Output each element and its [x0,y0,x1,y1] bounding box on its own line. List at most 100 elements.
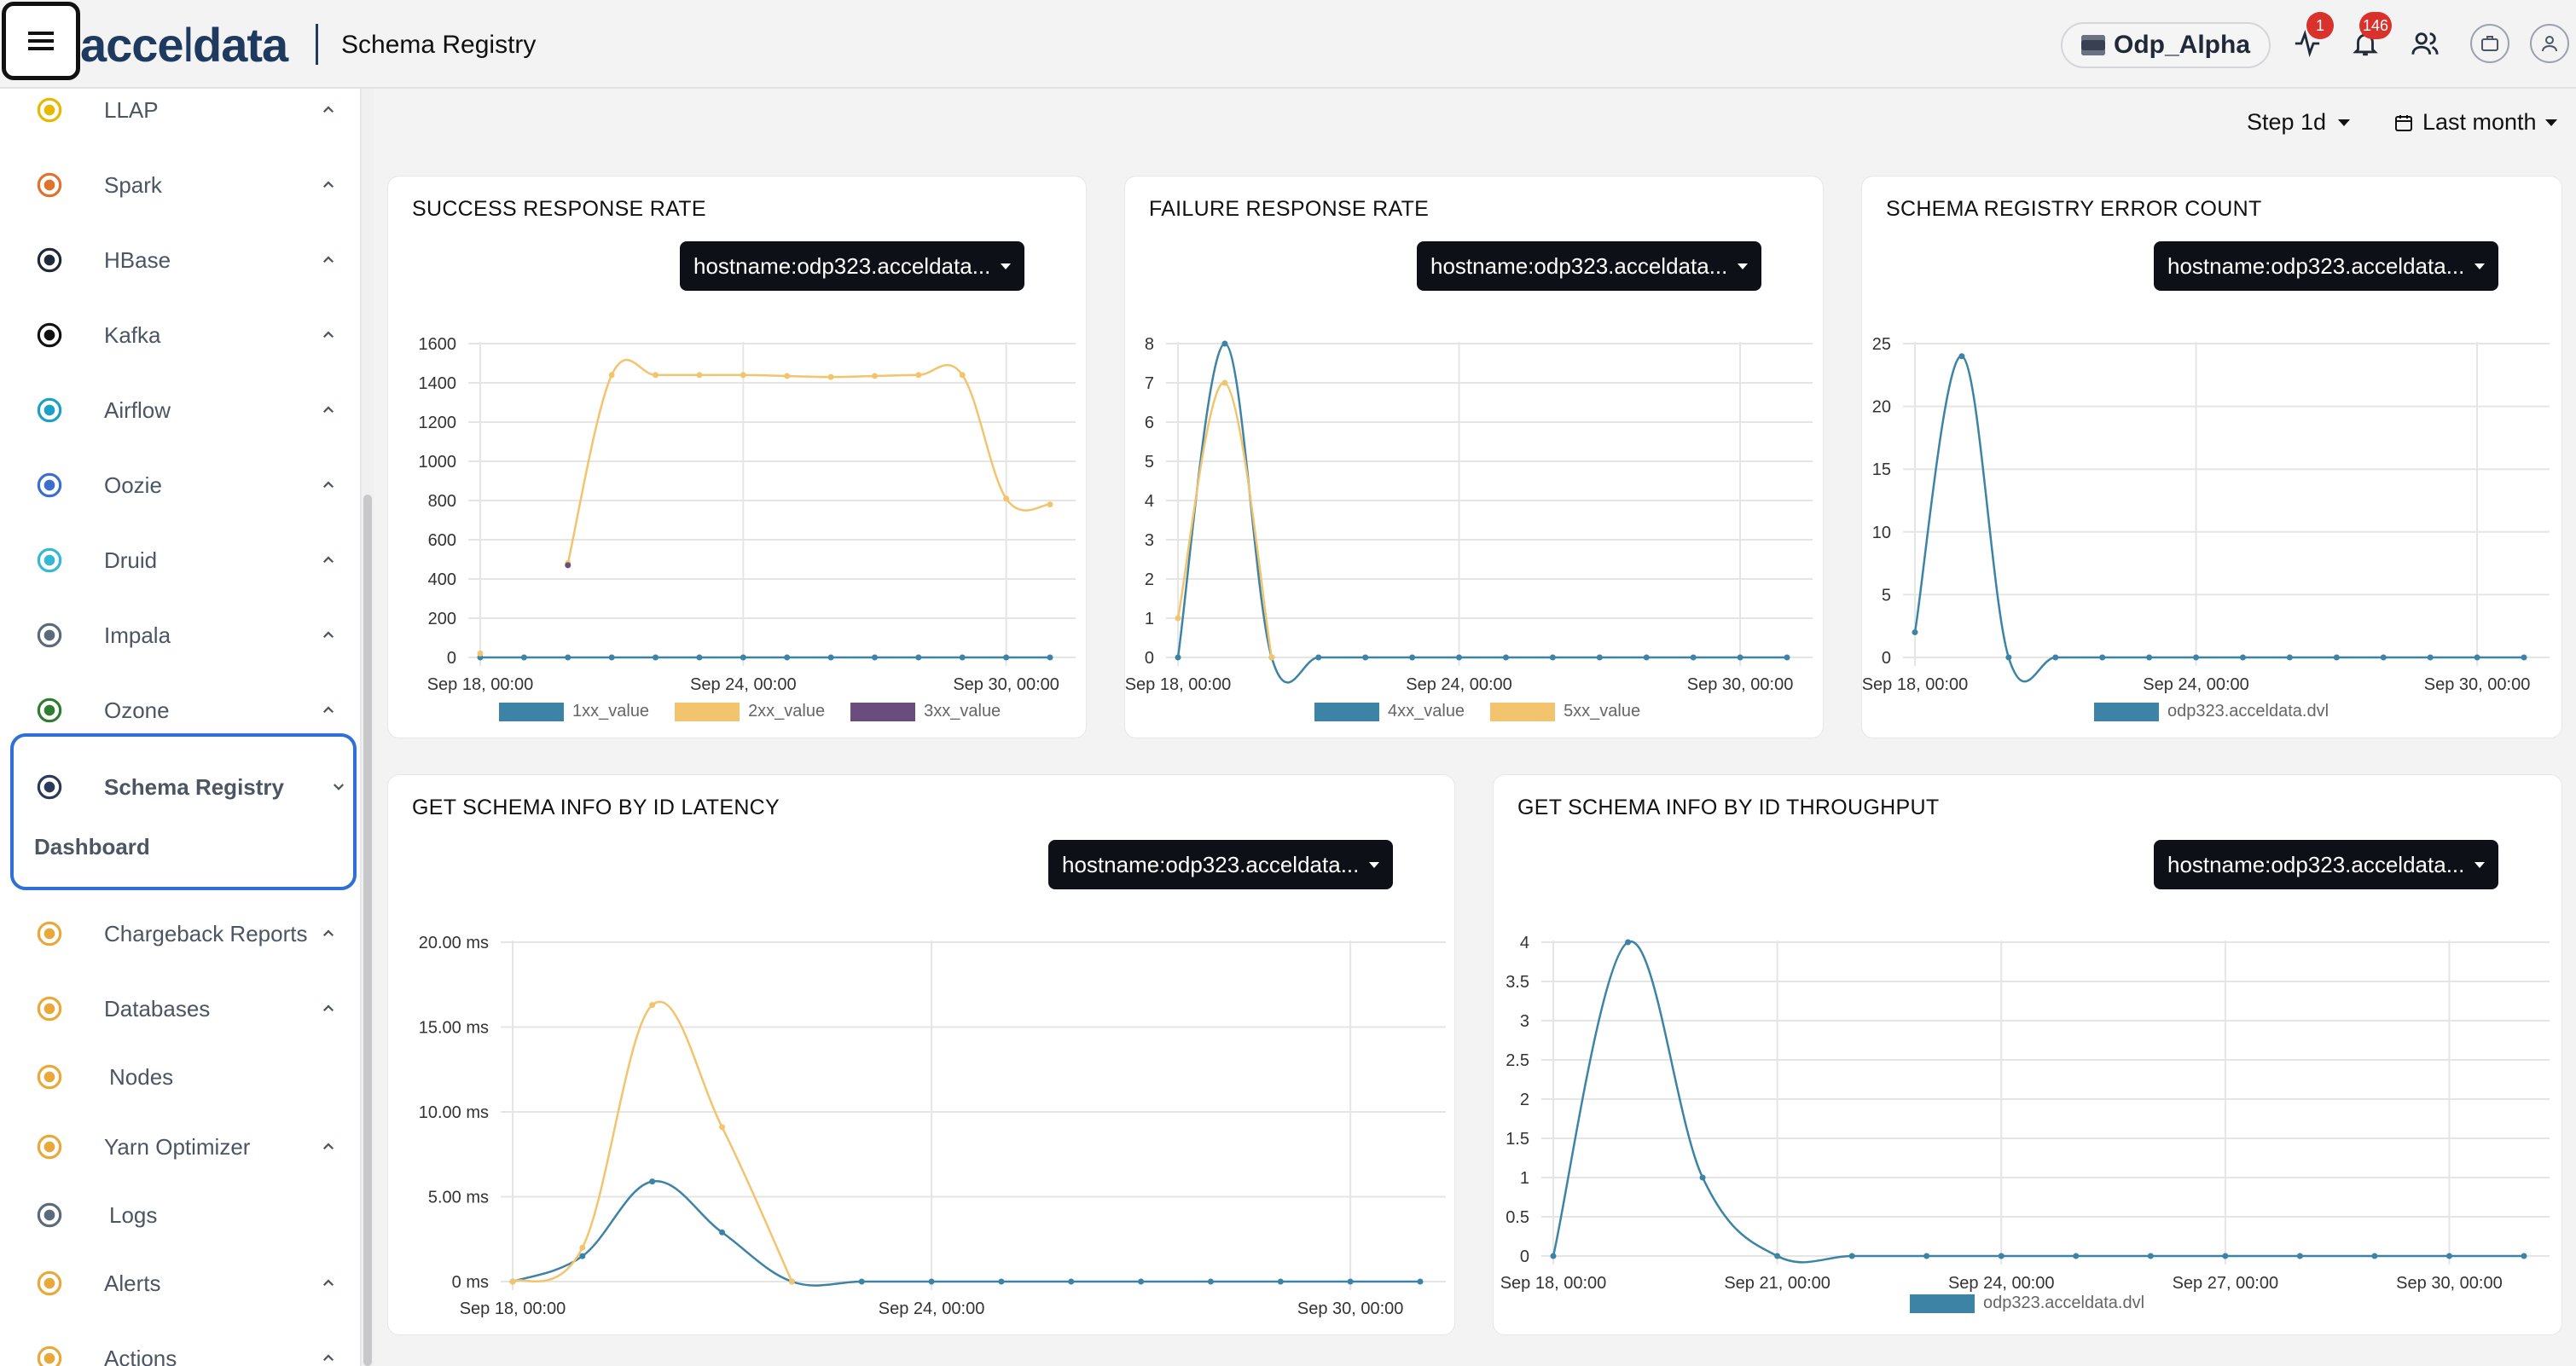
users-button[interactable] [2405,24,2445,63]
sidebar: LLAP Spark HBase Kafka Airflow Oozie Druid Impa… [0,89,362,1366]
logo-part: data [193,18,288,72]
sidebar-item-label: Druid [104,547,158,573]
chevron-up-icon[interactable] [321,1139,336,1155]
data-point [871,373,878,379]
calendar-icon [2395,114,2412,131]
hostname-filter-button[interactable]: hostname:odp323.acceldata... [2154,241,2499,291]
chevron-up-icon[interactable] [321,628,336,643]
sidebar-item-schema-registry[interactable]: Schema Registry [0,757,360,817]
legend-item[interactable]: 4xx_value [1314,702,1465,721]
x-tick-label: Sep 30, 00:00 [2424,675,2531,694]
hamburger-menu-button[interactable] [2,2,80,80]
step-dropdown[interactable]: Step 1d [2247,109,2351,136]
data-point [649,1002,656,1009]
legend-item[interactable]: 1xx_value [499,702,649,721]
hostname-filter-button[interactable]: hostname:odp323.acceldata... [2154,840,2499,889]
sidebar-subitem-dashboard[interactable]: Dashboard [34,834,150,860]
data-point [915,372,922,379]
hostname-filter-button[interactable]: hostname:odp323.acceldata... [680,241,1025,291]
sidebar-item-nodes[interactable]: Nodes [0,1047,360,1107]
sidebar-item-oozie[interactable]: Oozie [0,455,360,515]
legend-item[interactable]: 3xx_value [850,702,1001,721]
panel-title: GET SCHEMA INFO BY ID THROUGHPUT [1517,796,1940,819]
notifications-button[interactable]: 146 [2346,12,2392,63]
hostname-filter-button[interactable]: hostname:odp323.acceldata... [1048,840,1394,889]
data-point [653,372,659,379]
data-point [827,654,834,661]
time-range-label: Last month [2422,109,2537,135]
druid-icon [31,541,68,579]
legend-item[interactable]: odp323.acceldata.dvl [2094,702,2329,721]
hostname-filter-label: hostname:odp323.acceldata... [693,252,991,279]
sidebar-item-logs[interactable]: Logs [0,1185,360,1245]
sidebar-item-spark[interactable]: Spark [0,155,360,215]
legend-item[interactable]: odp323.acceldata.dvl [1910,1294,2144,1313]
chevron-up-icon[interactable] [321,252,336,268]
sidebar-scrollbar[interactable] [363,495,372,1366]
x-tick-label: Sep 30, 00:00 [953,675,1059,694]
y-tick-label: 3 [1145,531,1154,550]
cluster-selector[interactable]: Odp_Alpha [2061,22,2271,68]
briefcase-icon [2481,36,2498,51]
chevron-up-icon[interactable] [321,177,336,193]
sidebar-item-label: Impala [104,622,171,648]
sidebar-item-databases[interactable]: Databases [0,979,360,1039]
data-point [2146,654,2153,661]
y-tick-label: 0.5 [1506,1208,1529,1227]
caret-down-icon [2474,861,2486,868]
sidebar-item-llap[interactable]: LLAP [0,89,360,140]
sidebar-item-kafka[interactable]: Kafka [0,305,360,365]
success-response-rate-panel: SUCCESS RESPONSE RATE hostname:odp323.ac… [387,176,1087,738]
sidebar-item-chargeback-reports[interactable]: Chargeback Reports [0,904,360,964]
legend-item[interactable]: 5xx_value [1490,702,1640,721]
data-point [696,372,703,379]
data-point [1923,1253,1930,1259]
legend-item[interactable]: 2xx_value [675,702,825,721]
sidebar-item-ozone[interactable]: Ozone [0,680,360,740]
briefcase-button[interactable] [2470,24,2509,63]
sidebar-item-label: LLAP [104,96,159,123]
activity-button[interactable]: 1 [2288,12,2334,63]
chevron-up-icon[interactable] [321,478,336,493]
chevron-up-icon[interactable] [321,102,336,118]
hamburger-icon [28,39,54,43]
sidebar-item-impala[interactable]: Impala [0,605,360,665]
sidebar-item-yarn-optimizer[interactable]: Yarn Optimizer [0,1117,360,1177]
chevron-up-icon[interactable] [321,1001,336,1016]
data-point [1003,654,1010,661]
caret-down-icon [1001,263,1012,269]
data-point [2099,654,2106,661]
chevron-up-icon[interactable] [321,1276,336,1291]
y-tick-label: 20 [1872,398,1891,417]
chevron-up-icon[interactable] [321,553,336,568]
data-point [2296,1253,2303,1259]
chevron-down-icon[interactable] [331,779,346,795]
sidebar-item-hbase[interactable]: HBase [0,230,360,290]
sidebar-item-airflow[interactable]: Airflow [0,380,360,440]
y-tick-label: 7 [1145,374,1154,393]
caret-down-icon [2544,119,2557,126]
x-tick-label: Sep 18, 00:00 [427,675,534,694]
profile-button[interactable] [2530,24,2569,63]
data-point [565,654,571,661]
series-line-4xx_value [1176,342,1787,684]
acceldata-logo[interactable]: acceldata [80,17,288,72]
y-tick-label: 0 [1520,1247,1529,1266]
chevron-up-icon[interactable] [321,327,336,343]
y-tick-label: 2 [1145,570,1154,589]
sidebar-item-druid[interactable]: Druid [0,530,360,590]
sidebar-item-label: Chargeback Reports [104,920,308,946]
logo-part: l [183,18,194,72]
chevron-up-icon[interactable] [321,402,336,418]
hostname-filter-button[interactable]: hostname:odp323.acceldata... [1417,241,1762,291]
chevron-up-icon[interactable] [321,703,336,718]
errors-chart: 0 5 10 15 20 25 Sep 18, 00:00 Sep 24, 00:00 Sep … [1862,335,2550,694]
sidebar-item-actions[interactable]: Actions [0,1328,360,1366]
x-tick-label: Sep 24, 00:00 [1948,1274,2055,1293]
chevron-up-icon[interactable] [321,1351,336,1366]
sidebar-item-alerts[interactable]: Alerts [0,1253,360,1313]
time-range-dropdown[interactable]: Last month [2393,109,2557,136]
data-point [2380,654,2387,661]
chevron-up-icon[interactable] [321,926,336,941]
data-point [696,654,703,661]
